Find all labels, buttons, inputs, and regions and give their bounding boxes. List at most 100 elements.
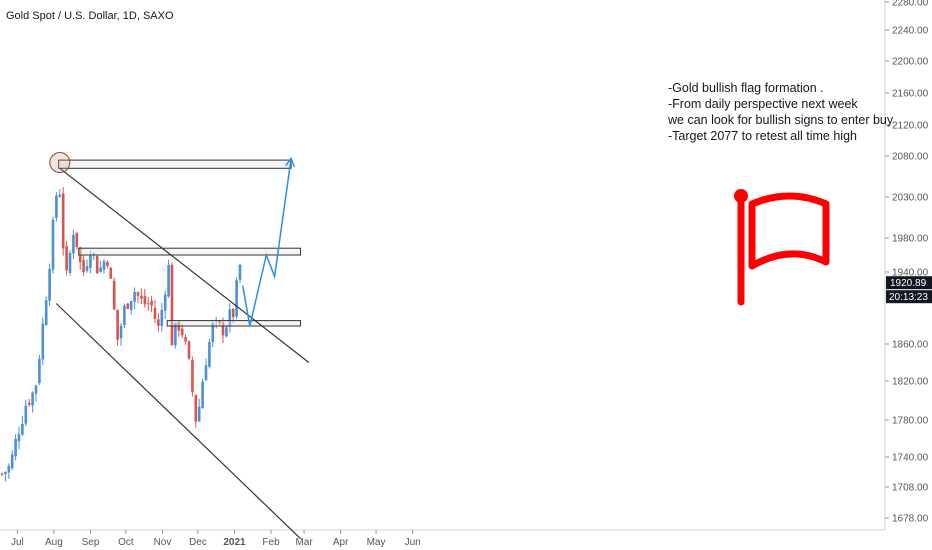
candle-body (51, 219, 55, 270)
last-price-label: 1920.89 (890, 278, 927, 289)
candle-body (24, 405, 28, 424)
price-tick-label: 1820.00 (892, 377, 929, 388)
candle-body (41, 323, 45, 360)
candle-body (4, 471, 7, 475)
time-tick-label: Sep (82, 537, 100, 548)
candle-body (14, 438, 17, 457)
price-tick-label: 2120.00 (892, 121, 929, 132)
time-tick-label: Jul (11, 537, 24, 548)
candle-body (109, 267, 113, 279)
candle-body (157, 319, 160, 326)
note-line: -From daily perspective next week (668, 97, 858, 111)
price-tick-label: 2160.00 (892, 89, 929, 100)
candle-body (10, 454, 14, 469)
candle-body (146, 303, 150, 305)
candle-body (140, 295, 143, 299)
candle-body (55, 195, 58, 219)
trendline (59, 167, 310, 363)
candle-body (112, 280, 116, 310)
candle-body (133, 291, 136, 302)
candle-body (116, 309, 119, 340)
trendline (55, 303, 301, 540)
candle-body (95, 256, 99, 274)
flag-cloth (748, 192, 830, 270)
price-tick-label: 1860.00 (892, 340, 929, 351)
price-tick-label: 1740.00 (892, 453, 929, 464)
candle-body (167, 265, 170, 297)
projection-arrowhead (285, 156, 295, 168)
candle-body (89, 255, 92, 268)
symbol-title: Gold Spot / U.S. Dollar, 1D, SAXO (6, 10, 174, 22)
price-tick-label: 2280.00 (892, 0, 929, 9)
projection-path (241, 158, 292, 327)
candle-body (92, 253, 96, 255)
candle-body (160, 310, 164, 327)
candle-body (231, 309, 235, 318)
countdown-label-bg (886, 290, 932, 304)
time-tick-label: Oct (118, 537, 134, 548)
candle-body (204, 365, 208, 381)
candle-body (99, 267, 102, 272)
note-line: we can look for bullish signs to enter b… (668, 113, 894, 127)
time-tick-label: 2021 (223, 537, 246, 548)
candle-body (180, 328, 184, 336)
candle-body (126, 303, 130, 309)
candle-body (228, 309, 232, 327)
candle-body (119, 325, 123, 339)
time-tick-label: Apr (333, 537, 349, 548)
flag-icon (734, 189, 830, 306)
candle-body (17, 434, 21, 442)
resistance-zone (166, 320, 302, 327)
candle-body (235, 280, 238, 317)
candle-body (0, 473, 4, 475)
candle-body (75, 232, 79, 248)
candle-body (221, 322, 225, 336)
candle-body (174, 322, 177, 346)
candle-body (194, 394, 198, 422)
time-tick-label: Feb (262, 537, 280, 548)
candle-body (153, 307, 157, 319)
price-tick-label: 2240.00 (892, 26, 929, 37)
time-tick-label: Mar (295, 537, 313, 548)
candle-body (85, 266, 89, 271)
candle-body (102, 261, 106, 270)
resistance-zone (58, 159, 292, 169)
candle-body (143, 296, 147, 305)
candle-body (72, 234, 75, 254)
price-tick-label: 2200.00 (892, 57, 929, 68)
candle-body (225, 327, 228, 337)
candle-body (82, 260, 85, 273)
candle-body (58, 194, 62, 197)
candle-body (211, 323, 215, 342)
candle-body (129, 301, 133, 310)
price-tick-label: 1708.00 (892, 483, 929, 494)
candle-body (106, 262, 109, 267)
candle-body (65, 246, 68, 271)
high-marker (49, 152, 71, 174)
candle-body (187, 341, 191, 359)
flag-pole-knob (734, 189, 748, 203)
candle-body (163, 294, 167, 311)
candle-body (197, 406, 201, 422)
candle-body (31, 392, 34, 406)
candle-body (170, 264, 174, 346)
candle-body (7, 465, 11, 473)
price-tick-label: 2030.00 (892, 193, 929, 204)
candle-body (27, 402, 31, 405)
price-tick-label: 1780.00 (892, 416, 929, 427)
candle-body (61, 193, 65, 249)
candle-body (218, 320, 221, 324)
candle-body (21, 423, 24, 435)
countdown-label: 20:13:23 (889, 292, 928, 303)
candles (0, 187, 242, 482)
candle-body (123, 305, 126, 326)
candle-body (38, 358, 41, 384)
candle-body (184, 336, 187, 342)
analysis-note: -Gold bullish flag formation . -From dai… (668, 80, 893, 144)
price-tick-label: 1940.00 (892, 268, 929, 279)
note-line: -Gold bullish flag formation . (668, 81, 824, 95)
time-tick-label: Nov (154, 537, 172, 548)
time-tick-label: May (367, 537, 386, 548)
